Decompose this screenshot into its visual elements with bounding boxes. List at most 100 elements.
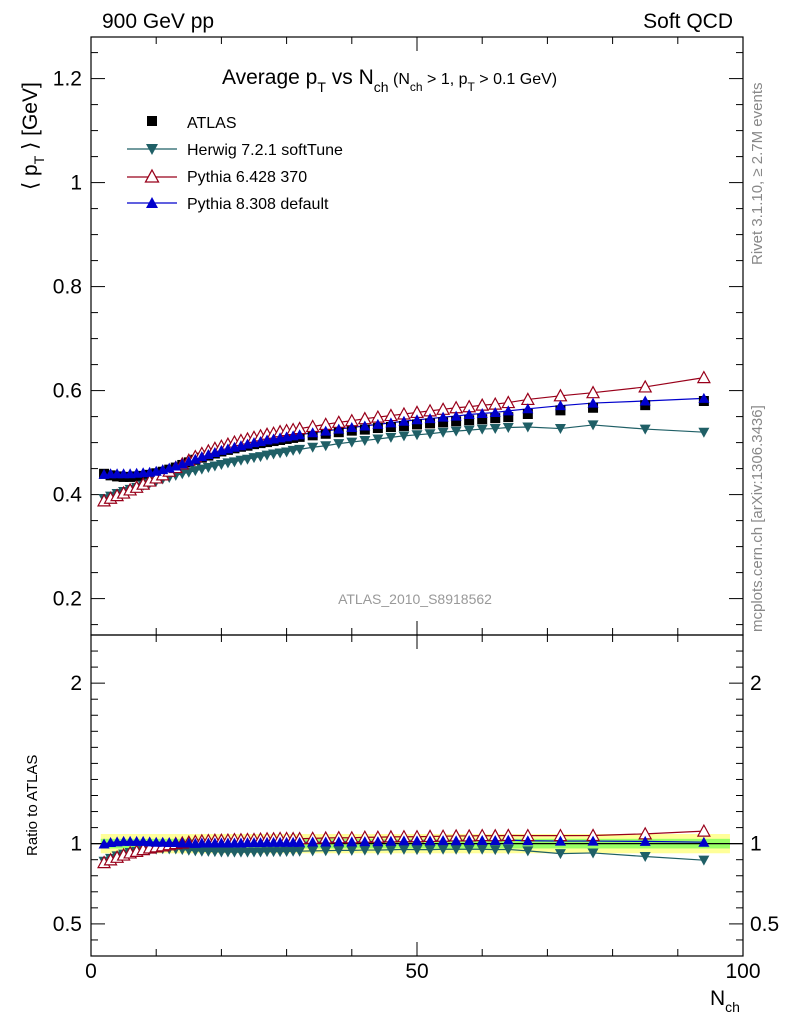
data-point-atlas	[490, 413, 501, 424]
data-point-pythia8	[307, 427, 319, 438]
data-point-pythia8	[333, 423, 345, 434]
data-point-herwig	[202, 463, 214, 474]
data-point-atlas	[438, 417, 449, 428]
data-point-herwig	[261, 450, 273, 461]
data-point-pythia6	[638, 379, 653, 393]
ratio-panel: 0.5 0.5 1 1 2 2 0 50 100 Ratio to ATLAS Nch	[24, 634, 779, 1015]
data-point-herwig	[228, 457, 240, 468]
data-point-herwig	[255, 452, 267, 463]
data-point-atlas	[464, 415, 475, 426]
data-point-herwig	[209, 461, 221, 472]
ratio-point-pythia8	[424, 835, 436, 846]
data-point-atlas	[477, 414, 488, 425]
ratio-y-tick-label: 0.5	[53, 913, 82, 936]
main-series-group	[97, 370, 711, 507]
main-y-tick-labels: 0.2 0.4 0.6 0.8 1 1.2	[53, 68, 83, 611]
data-point-herwig	[554, 424, 566, 435]
data-point-herwig	[215, 459, 227, 470]
data-point-pythia8	[489, 406, 501, 417]
ratio-point-herwig	[450, 844, 462, 855]
ratio-point-pythia8	[359, 836, 371, 847]
ratio-point-herwig	[463, 844, 475, 855]
data-point-pythia8	[450, 410, 462, 421]
x-tick-label: 0	[85, 960, 97, 983]
data-point-pythia8	[320, 425, 332, 436]
ratio-point-herwig	[424, 845, 436, 856]
x-tick-label: 100	[725, 960, 760, 983]
ratio-point-pythia8	[437, 835, 449, 846]
data-point-herwig	[489, 424, 501, 435]
ratio-y-tick-label-right: 2	[750, 672, 762, 695]
data-point-herwig	[398, 431, 410, 442]
title-mid: vs N	[326, 66, 374, 89]
data-point-herwig	[463, 425, 475, 436]
data-point-herwig	[522, 422, 534, 433]
x-tick-label: 50	[405, 960, 428, 983]
data-point-pythia8	[463, 409, 475, 420]
legend-marker-atlas	[147, 116, 157, 126]
ratio-axis-ticks	[90, 635, 744, 956]
data-point-pythia8	[698, 392, 710, 403]
ratio-point-herwig	[398, 844, 410, 855]
ratio-frame	[90, 634, 744, 957]
ratio-point-pythia8	[385, 835, 397, 846]
data-point-herwig	[268, 449, 280, 460]
data-point-herwig	[385, 432, 397, 443]
data-point-herwig	[359, 436, 371, 447]
title-sub-2: ch	[374, 79, 389, 95]
data-point-herwig	[222, 458, 234, 469]
x-label-main: N	[710, 987, 725, 1010]
mcplots-label: mcplots.cern.ch [arXiv:1306.3436]	[749, 405, 766, 632]
plot-title: Average pT vs Nch (Nch > 1, pT > 0.1 GeV…	[222, 66, 557, 95]
analysis-watermark: ATLAS_2010_S8918562	[338, 591, 492, 607]
ratio-point-herwig	[587, 848, 599, 859]
ratio-point-pythia8	[307, 836, 319, 847]
ratio-point-herwig	[437, 844, 449, 855]
ratio-y-label: Ratio to ATLAS	[24, 755, 41, 856]
ratio-point-pythia8	[372, 836, 384, 847]
data-point-pythia8	[189, 453, 201, 464]
ratio-point-pythia8	[587, 835, 599, 846]
data-point-pythia8	[372, 418, 384, 429]
main-y-tick-label: 0.4	[53, 484, 83, 507]
data-point-atlas	[522, 409, 533, 419]
data-point-pythia8	[398, 415, 410, 426]
ratio-point-herwig	[346, 845, 358, 856]
data-point-herwig	[196, 464, 208, 475]
y-label-sub: T	[31, 155, 47, 164]
ratio-tick-labels: 0.5 0.5 1 1 2 2 0 50 100	[53, 672, 779, 983]
data-point-pythia8	[476, 407, 488, 418]
data-point-pythia8	[294, 429, 306, 440]
ratio-point-pythia8	[450, 835, 462, 846]
ratio-point-pythia6	[696, 823, 711, 837]
title-paren-sub-2: T	[468, 80, 476, 94]
x-axis-label: Nch	[710, 987, 740, 1015]
data-point-atlas	[503, 412, 514, 423]
legend-marker-pythia8	[146, 197, 158, 208]
ratio-point-herwig	[294, 846, 306, 857]
data-point-pythia8	[554, 400, 566, 411]
ratio-point-pythia8	[522, 835, 534, 846]
data-point-pythia8	[359, 420, 371, 431]
data-point-herwig	[241, 454, 253, 465]
data-point-herwig	[189, 466, 201, 477]
ratio-point-pythia8	[489, 834, 501, 845]
ratio-y-tick-label-right: 0.5	[750, 913, 779, 936]
ratio-point-pythia8	[294, 836, 306, 847]
ratio-point-pythia8	[346, 836, 358, 847]
data-point-herwig	[411, 430, 423, 441]
data-point-pythia8	[522, 403, 534, 414]
main-y-tick-label: 1	[70, 172, 82, 195]
main-axis-ticks	[90, 37, 744, 635]
legend-label-pythia6: Pythia 6.428 370	[187, 169, 307, 186]
ratio-point-herwig	[411, 845, 423, 856]
data-point-pythia8	[424, 413, 436, 424]
main-panel: 0.2 0.4 0.6 0.8 1 1.2 Average pT vs Nch (Nch …	[19, 36, 744, 636]
ratio-point-herwig	[698, 855, 710, 866]
data-point-pythia6	[696, 370, 711, 384]
ratio-point-pythia8	[333, 836, 345, 847]
data-point-atlas	[555, 405, 566, 416]
ratio-point-herwig	[307, 846, 319, 857]
data-point-herwig	[274, 448, 286, 459]
data-point-herwig	[639, 424, 651, 435]
